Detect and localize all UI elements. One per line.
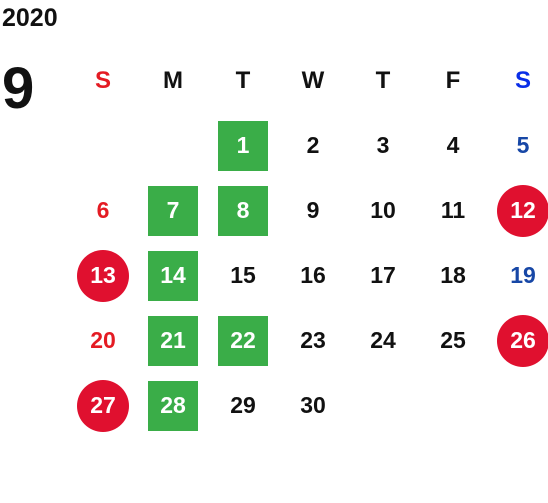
day-cell[interactable]: 20 [68, 308, 138, 373]
calendar-month: 9 [2, 56, 35, 121]
day-number: 19 [510, 262, 536, 288]
day-number: 8 [218, 185, 268, 236]
calendar-year: 2020 [2, 4, 58, 32]
day-cell[interactable]: 21 [138, 308, 208, 373]
day-cell[interactable]: 23 [278, 308, 348, 373]
week-row: 20 21 22 23 24 25 26 [68, 308, 548, 373]
day-number: 18 [440, 262, 466, 288]
day-cell[interactable]: 6 [68, 178, 138, 243]
week-row: 27 28 29 30 [68, 373, 548, 438]
day-cell[interactable]: 17 [348, 243, 418, 308]
day-number: 20 [90, 327, 116, 353]
day-cell[interactable]: 26 [488, 308, 548, 373]
day-number: 10 [370, 197, 396, 223]
day-number: 27 [77, 379, 129, 432]
day-cell[interactable]: 4 [418, 113, 488, 178]
day-number: 2 [306, 132, 320, 158]
day-number: 13 [77, 249, 129, 302]
day-number: 17 [370, 262, 396, 288]
day-number: 1 [218, 120, 268, 171]
day-number: 4 [446, 132, 460, 158]
day-cell[interactable]: 15 [208, 243, 278, 308]
day-number: 26 [497, 314, 548, 367]
day-number: 16 [300, 262, 326, 288]
day-cell[interactable]: 22 [208, 308, 278, 373]
weekday-header-sunday: S [94, 66, 111, 94]
day-cell[interactable]: 12 [488, 178, 548, 243]
day-number: 28 [148, 380, 198, 431]
day-cell[interactable]: 7 [138, 178, 208, 243]
day-number: 7 [148, 185, 198, 236]
empty-day-cell [348, 373, 418, 438]
day-number: 30 [300, 392, 326, 418]
day-number: 22 [218, 315, 268, 366]
day-cell[interactable]: 2 [278, 113, 348, 178]
weekday-header-tuesday: T [235, 66, 251, 94]
weekday-header-saturday: S [514, 66, 531, 94]
empty-day-cell [418, 373, 488, 438]
day-number: 15 [230, 262, 256, 288]
week-row: 13 14 15 16 17 18 19 [68, 243, 548, 308]
day-number: 29 [230, 392, 256, 418]
empty-day-cell [138, 113, 208, 178]
day-number: 9 [306, 197, 320, 223]
weekday-header-row: S M T W T F S [68, 48, 548, 113]
weekday-header-thursday: T [375, 66, 391, 94]
day-cell[interactable]: 16 [278, 243, 348, 308]
week-row: 6 7 8 9 10 11 12 [68, 178, 548, 243]
day-cell[interactable]: 10 [348, 178, 418, 243]
day-number: 3 [376, 132, 390, 158]
day-cell[interactable]: 1 [208, 113, 278, 178]
day-cell[interactable]: 29 [208, 373, 278, 438]
day-cell[interactable]: 30 [278, 373, 348, 438]
empty-day-cell [488, 373, 548, 438]
day-cell[interactable]: 11 [418, 178, 488, 243]
calendar-weeks: 1 2 3 4 5 6 7 8 9 10 11 12 13 14 15 16 17 18 19 20 21 22 23 24 2… [68, 113, 548, 438]
day-cell[interactable]: 19 [488, 243, 548, 308]
calendar-grid: S M T W T F S 1 2 3 4 5 6 7 8 9 10 11 12 13 14 15 16 17 1… [68, 48, 548, 438]
day-cell[interactable]: 3 [348, 113, 418, 178]
day-number: 21 [148, 315, 198, 366]
empty-day-cell [68, 113, 138, 178]
weekday-header-friday: F [445, 66, 461, 94]
weekday-header-wednesday: W [301, 66, 325, 94]
day-cell[interactable]: 9 [278, 178, 348, 243]
day-number: 5 [516, 132, 530, 158]
day-cell[interactable]: 25 [418, 308, 488, 373]
weekday-header-monday: M [163, 66, 183, 94]
day-number: 24 [370, 327, 396, 353]
day-number: 6 [96, 197, 110, 223]
day-cell[interactable]: 8 [208, 178, 278, 243]
day-number: 12 [497, 184, 548, 237]
day-cell[interactable]: 13 [68, 243, 138, 308]
day-cell[interactable]: 28 [138, 373, 208, 438]
week-row: 1 2 3 4 5 [68, 113, 548, 178]
day-cell[interactable]: 18 [418, 243, 488, 308]
day-cell[interactable]: 24 [348, 308, 418, 373]
day-cell[interactable]: 5 [488, 113, 548, 178]
day-number: 23 [300, 327, 326, 353]
day-number: 11 [440, 197, 466, 223]
day-number: 25 [440, 327, 466, 353]
day-cell[interactable]: 14 [138, 243, 208, 308]
day-cell[interactable]: 27 [68, 373, 138, 438]
day-number: 14 [148, 250, 198, 301]
